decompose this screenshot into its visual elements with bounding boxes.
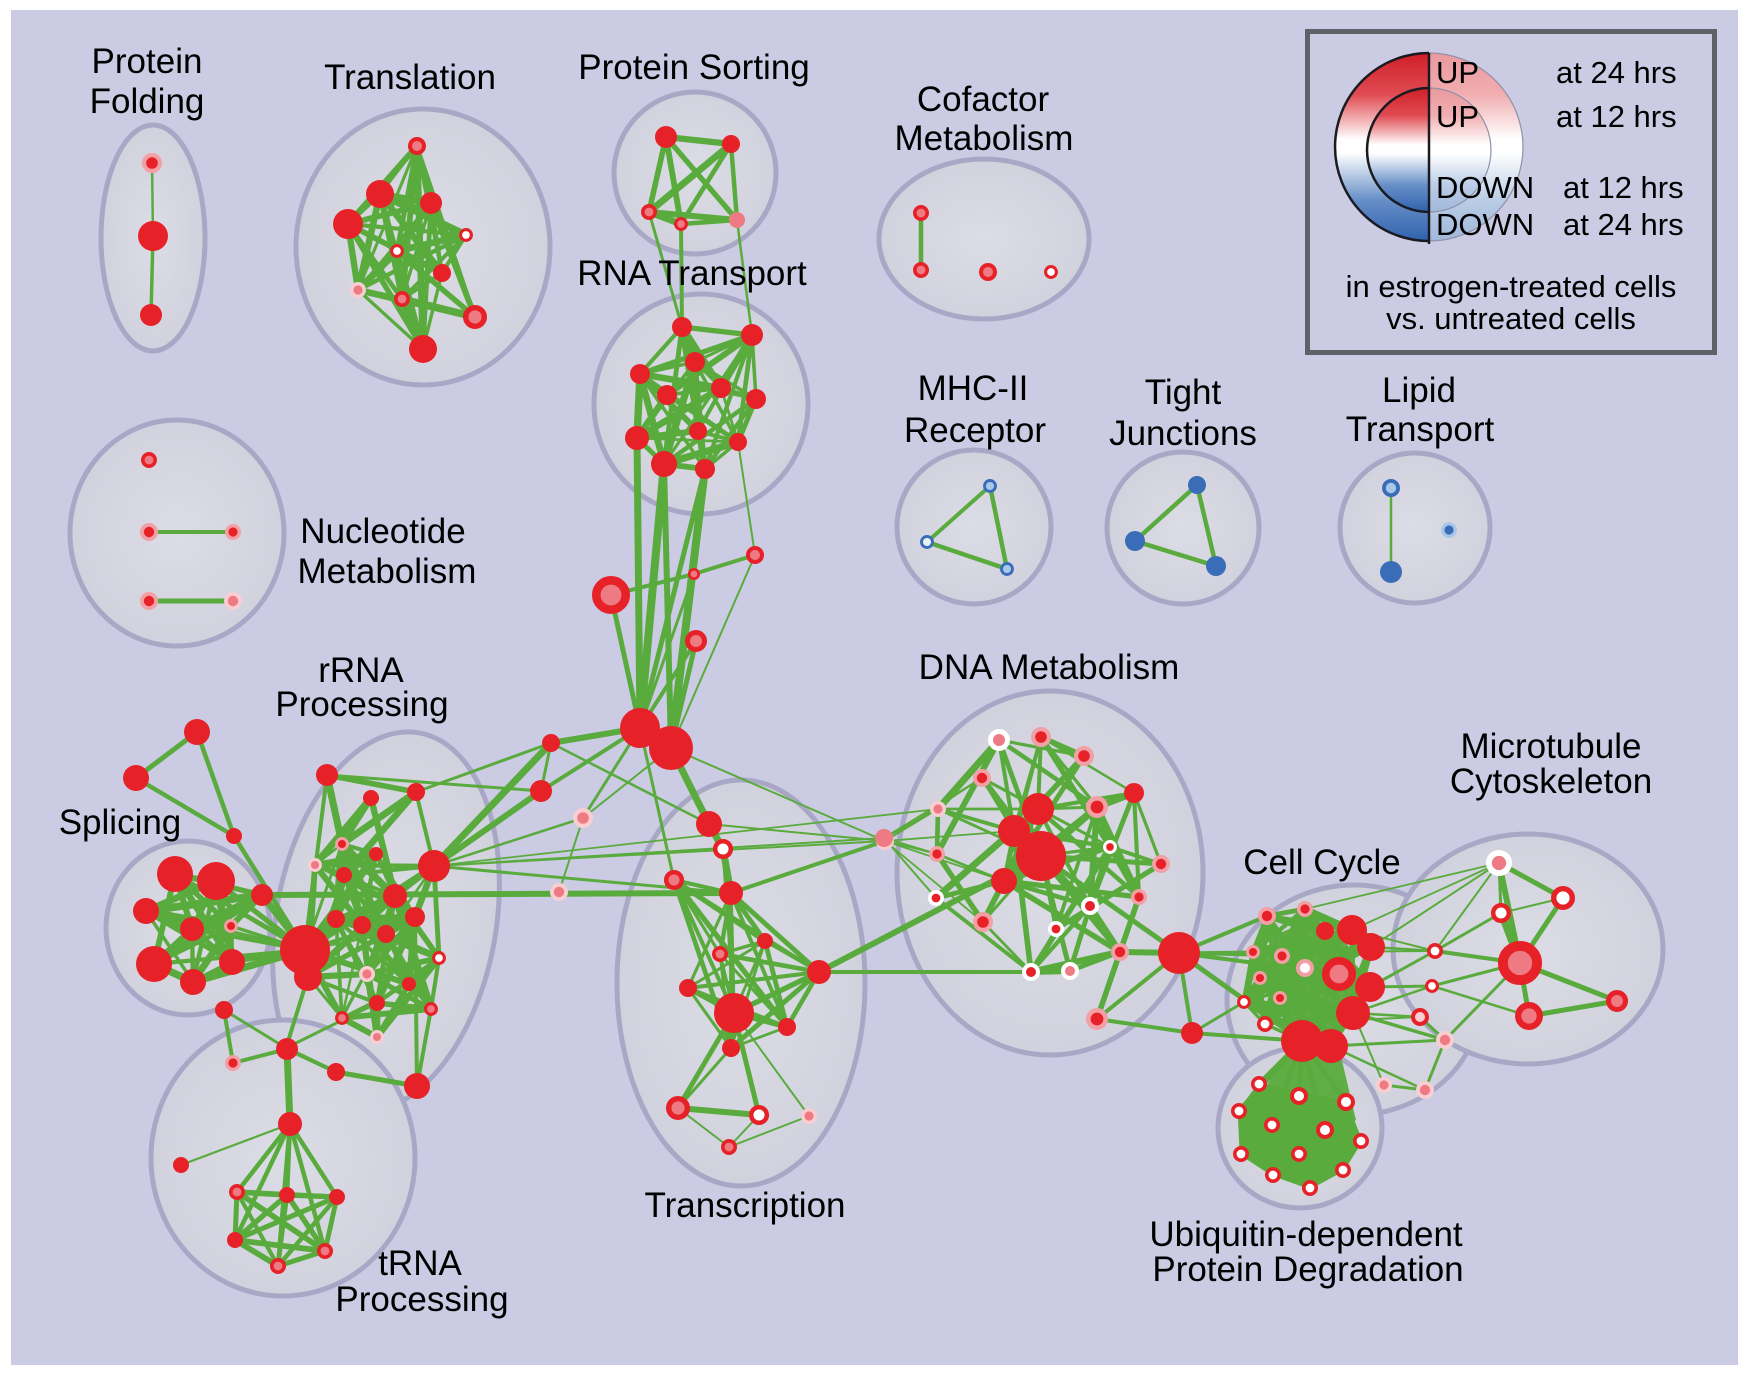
svg-text:DOWN: DOWN: [1436, 170, 1534, 205]
svg-text:in estrogen-treated cells: in estrogen-treated cells: [1346, 269, 1677, 304]
svg-text:Transport: Transport: [1346, 410, 1495, 449]
svg-text:Metabolism: Metabolism: [298, 552, 477, 591]
svg-text:Translation: Translation: [324, 58, 496, 97]
svg-text:DOWN: DOWN: [1436, 207, 1534, 242]
svg-text:MHC-II: MHC-II: [918, 369, 1029, 408]
svg-text:Transcription: Transcription: [645, 1186, 846, 1225]
svg-text:Cofactor: Cofactor: [917, 80, 1050, 119]
svg-text:Protein: Protein: [92, 42, 203, 81]
svg-text:Folding: Folding: [90, 82, 205, 121]
svg-text:vs. untreated cells: vs. untreated cells: [1386, 301, 1636, 336]
svg-text:at 24 hrs: at 24 hrs: [1563, 207, 1684, 242]
svg-text:Protein Sorting: Protein Sorting: [578, 48, 810, 87]
svg-text:rRNA: rRNA: [318, 651, 404, 690]
svg-text:Metabolism: Metabolism: [895, 119, 1074, 158]
svg-text:at 12 hrs: at 12 hrs: [1563, 170, 1684, 205]
svg-text:Ubiquitin-dependent: Ubiquitin-dependent: [1149, 1215, 1463, 1254]
svg-text:Cytoskeleton: Cytoskeleton: [1450, 762, 1652, 801]
svg-text:Receptor: Receptor: [904, 411, 1046, 450]
svg-text:Processing: Processing: [335, 1280, 508, 1319]
svg-text:RNA Transport: RNA Transport: [577, 254, 807, 293]
svg-text:UP: UP: [1436, 99, 1479, 134]
svg-text:Nucleotide: Nucleotide: [300, 512, 465, 551]
svg-text:Processing: Processing: [275, 685, 448, 724]
svg-text:Protein Degradation: Protein Degradation: [1152, 1250, 1463, 1289]
svg-text:Junctions: Junctions: [1109, 414, 1257, 453]
svg-text:Cell Cycle: Cell Cycle: [1243, 843, 1401, 882]
svg-text:at 12 hrs: at 12 hrs: [1556, 99, 1677, 134]
svg-text:tRNA: tRNA: [378, 1244, 462, 1283]
svg-text:Splicing: Splicing: [59, 803, 182, 842]
svg-text:Tight: Tight: [1145, 373, 1222, 412]
svg-text:Microtubule: Microtubule: [1461, 727, 1642, 766]
svg-text:DNA Metabolism: DNA Metabolism: [919, 648, 1180, 687]
svg-text:at 24 hrs: at 24 hrs: [1556, 55, 1677, 90]
svg-text:Lipid: Lipid: [1382, 371, 1456, 410]
svg-text:UP: UP: [1436, 55, 1479, 90]
